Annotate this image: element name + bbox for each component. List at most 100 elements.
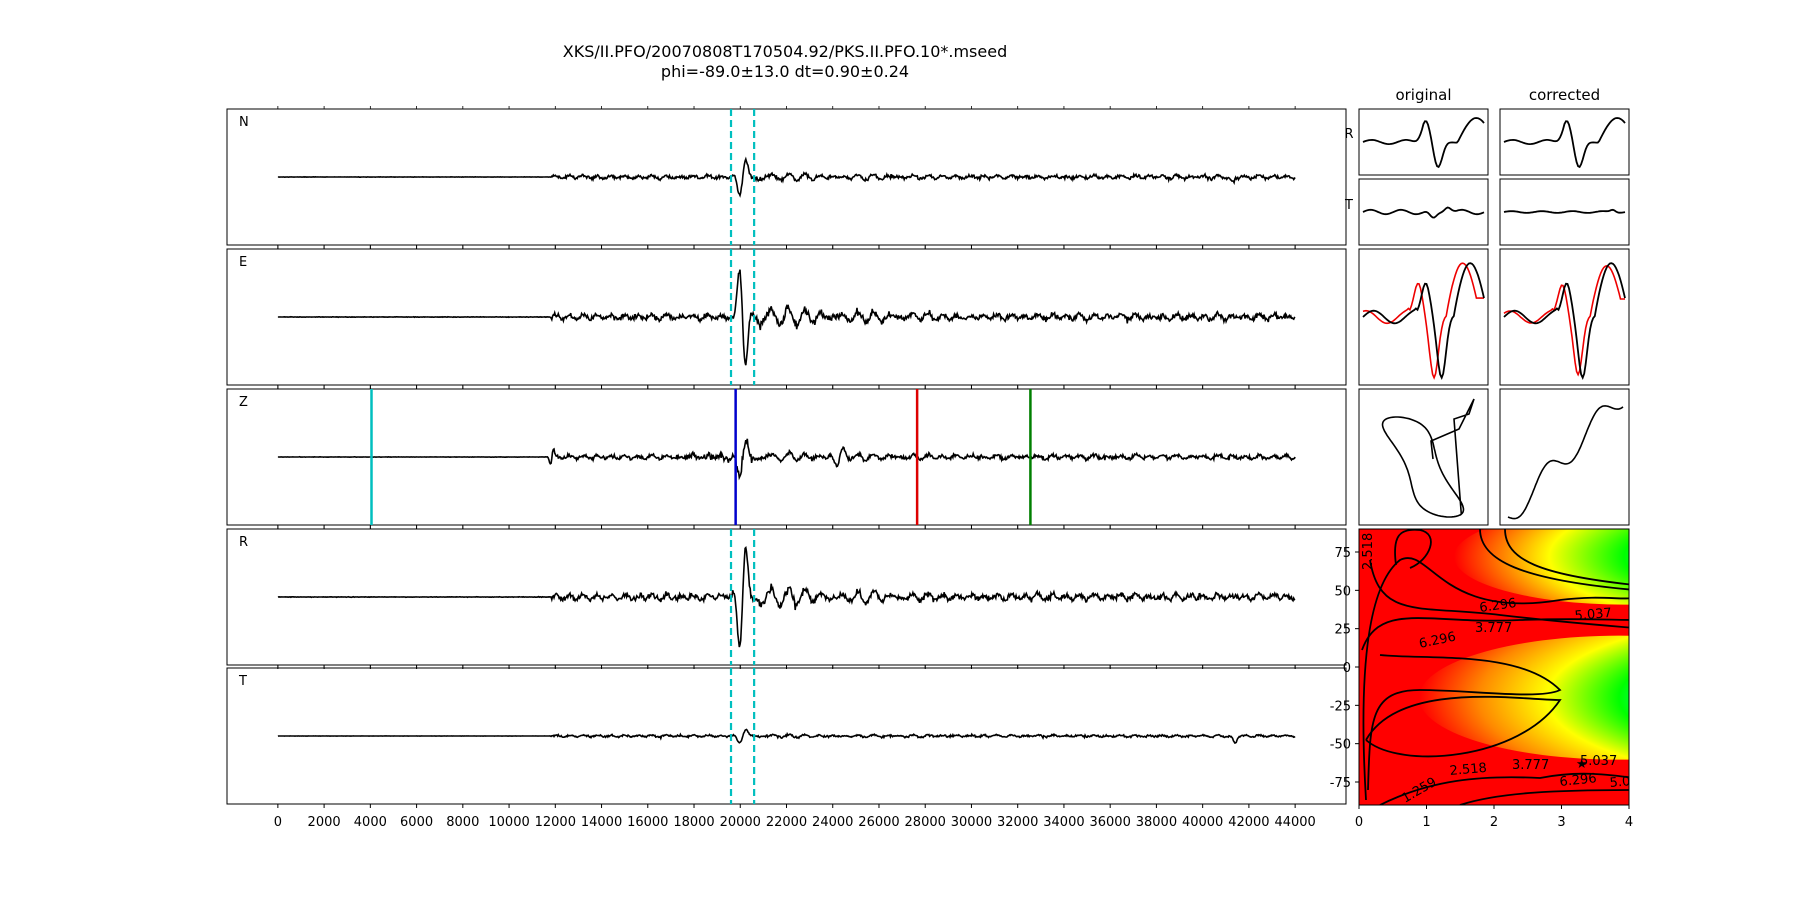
waveform-line-z — [277, 438, 1296, 481]
small-axes-frame — [1499, 248, 1630, 386]
x-tick-label: 42000 — [1228, 815, 1269, 830]
contour-line — [1504, 529, 1629, 586]
comparison-red-trace — [1503, 264, 1625, 377]
trace-panel-r: R — [226, 526, 1347, 669]
heatmap-y-tick-label: -50 — [1330, 738, 1351, 753]
x-tick-label: 0 — [274, 815, 282, 830]
error-surface-panel: ★ 2.518 6.296 5.037 3.777 6.296 2.518 3.777 5.03… — [1330, 528, 1647, 830]
contour-label: 5.037 — [1609, 773, 1647, 791]
x-tick-label: 2000 — [308, 815, 341, 830]
contour-label: 2.518 — [1361, 533, 1376, 570]
heatmap-y-tick-label: 0 — [1343, 661, 1351, 676]
waveform-line-r — [277, 546, 1296, 648]
column-title-corrected: corrected — [1529, 86, 1600, 104]
contour-label: 5.037 — [1580, 754, 1617, 769]
heatmap-x-tick-label: 4 — [1625, 815, 1633, 830]
original-r-trace — [1362, 117, 1485, 169]
x-tick-label: 16000 — [627, 815, 668, 830]
heatmap-band-upper — [1454, 529, 1629, 605]
contour-line — [1479, 529, 1629, 591]
trace-label-r: R — [239, 535, 248, 550]
contour-line — [1365, 695, 1562, 758]
contour-label: 3.777 — [1475, 621, 1512, 636]
comparison-black-trace — [1362, 262, 1485, 381]
particle-motion-corrected — [1507, 405, 1624, 520]
x-tick-label: 34000 — [1043, 815, 1084, 830]
waveform-line-t — [277, 728, 1296, 744]
comparison-red-trace — [1362, 262, 1484, 380]
contour-line — [1394, 529, 1432, 569]
small-axes-frame — [1499, 388, 1630, 526]
small-axes-frame — [1499, 108, 1630, 176]
x-tick-label: 28000 — [905, 815, 946, 830]
trace-label-z: Z — [239, 395, 248, 410]
heatmap-y-tick-label: 50 — [1334, 584, 1351, 599]
original-t-trace — [1362, 206, 1485, 219]
heatmap-y-tick-label: -75 — [1330, 776, 1351, 791]
trace-panel-t: T — [226, 665, 1347, 808]
x-tick-label: 40000 — [1182, 815, 1223, 830]
contour-line — [1459, 789, 1629, 805]
trace-panel-z: Z — [226, 386, 1347, 529]
x-tick-label: 14000 — [581, 815, 622, 830]
x-tick-label: 20000 — [720, 815, 761, 830]
particle-motion-panels: original corrected R T — [1344, 86, 1630, 526]
x-tick-label: 44000 — [1274, 815, 1315, 830]
column-title-original: original — [1395, 86, 1451, 104]
trace-panel-n: N — [226, 106, 1347, 249]
x-tick-label: 4000 — [354, 815, 387, 830]
contour-line — [1379, 772, 1629, 805]
heatmap-y-tick-label: 75 — [1334, 546, 1351, 561]
small-axes-frame — [1358, 178, 1489, 246]
trace-panel-e: E — [226, 246, 1347, 389]
contour-line — [1362, 557, 1629, 801]
min-marker: ★ — [1576, 757, 1588, 772]
x-tick-label: 8000 — [446, 815, 479, 830]
contour-label: 6.296 — [1478, 596, 1517, 616]
small-axes-frame — [1358, 388, 1489, 526]
x-tick-label: 24000 — [812, 815, 853, 830]
contour-label: 2.518 — [1449, 761, 1487, 779]
contour-label: 5.037 — [1574, 606, 1612, 624]
heatmap-image: ★ 2.518 6.296 5.037 3.777 6.296 2.518 3.777 5.03… — [1359, 529, 1647, 805]
small-axes-frame — [1499, 178, 1630, 246]
particle-motion-original — [1381, 398, 1475, 518]
heatmap-x-tick-label: 1 — [1422, 815, 1430, 830]
x-tick-label: 18000 — [673, 815, 714, 830]
heatmap-x-tick-label: 2 — [1490, 815, 1498, 830]
x-tick-label: 12000 — [535, 815, 576, 830]
contour-label: 3.777 — [1512, 758, 1549, 773]
heatmap-y-tick-label: 25 — [1334, 623, 1351, 638]
x-tick-label: 32000 — [997, 815, 1038, 830]
x-tick-label: 38000 — [1136, 815, 1177, 830]
comparison-black-trace — [1503, 262, 1626, 381]
x-tick-label: 6000 — [400, 815, 433, 830]
waveform-line-e — [277, 269, 1296, 366]
x-tick-label: 30000 — [951, 815, 992, 830]
x-tick-label: 26000 — [858, 815, 899, 830]
heatmap-y-tick-label: -25 — [1330, 699, 1351, 714]
waveform-line-n — [277, 156, 1296, 198]
trace-label-n: N — [239, 115, 249, 130]
contour-line — [1369, 559, 1629, 629]
contour-label: 6.296 — [1559, 771, 1598, 790]
trace-label-t: T — [238, 674, 247, 689]
contour-line — [1361, 617, 1629, 651]
x-tick-label: 10000 — [488, 815, 529, 830]
small-axes-frame — [1358, 108, 1489, 176]
corrected-r-trace — [1503, 117, 1626, 169]
heatmap-x-tick-label: 0 — [1355, 815, 1363, 830]
x-tick-label: 22000 — [766, 815, 807, 830]
heatmap-x-tick-label: 3 — [1557, 815, 1565, 830]
waveform-traces: N E Z R T 0 2000 4000 6000 8000 10000 12000 14000 160… — [226, 106, 1347, 830]
row-label-r: R — [1344, 127, 1353, 142]
figure-subtitle: phi=-89.0±13.0 dt=0.90±0.24 — [661, 62, 909, 81]
x-tick-label: 36000 — [1089, 815, 1130, 830]
small-axes-frame — [1358, 248, 1489, 386]
figure-title: XKS/II.PFO/20070808T170504.92/PKS.II.PFO… — [563, 42, 1007, 61]
contour-line — [1367, 654, 1562, 791]
row-label-t: T — [1344, 198, 1353, 213]
corrected-t-trace — [1503, 208, 1626, 214]
trace-label-e: E — [239, 255, 247, 270]
